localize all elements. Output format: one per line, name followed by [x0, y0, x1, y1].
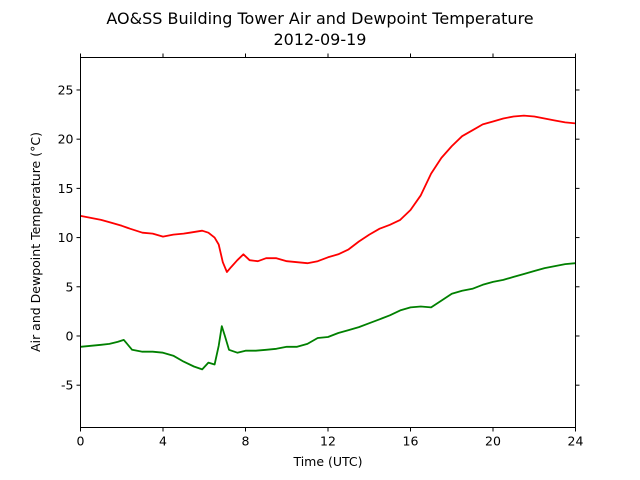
- x-tick-label: 4: [159, 434, 167, 449]
- x-tick-label: 24: [568, 434, 584, 449]
- x-tick-label: 16: [403, 434, 419, 449]
- axis-ticks: 0 4 8 12 16 20 24 -5 0 5 10 15 20 25: [58, 53, 584, 449]
- x-tick-label: 8: [242, 434, 250, 449]
- plot-frame: [80, 57, 576, 428]
- x-tick-label: 12: [320, 434, 336, 449]
- x-tick-label: 0: [77, 434, 85, 449]
- plot-lines: [80, 114, 576, 371]
- chart-subtitle: 2012-09-19: [274, 30, 367, 49]
- chart-title: AO&SS Building Tower Air and Dewpoint Te…: [106, 9, 533, 28]
- y-tick-label: 25: [58, 82, 74, 97]
- air-temperature-line: [80, 114, 576, 273]
- y-tick-label: 0: [66, 328, 74, 343]
- y-tick-label: -5: [61, 378, 73, 393]
- y-tick-label: 5: [66, 279, 74, 294]
- x-tick-label: 20: [485, 434, 501, 449]
- y-tick-label: 20: [58, 132, 74, 147]
- x-axis-label: Time (UTC): [292, 454, 362, 469]
- y-tick-label: 15: [58, 181, 74, 196]
- y-tick-label: 10: [58, 230, 74, 245]
- y-axis-label: Air and Dewpoint Temperature (°C): [28, 132, 43, 352]
- dewpoint-temperature-line: [80, 262, 576, 371]
